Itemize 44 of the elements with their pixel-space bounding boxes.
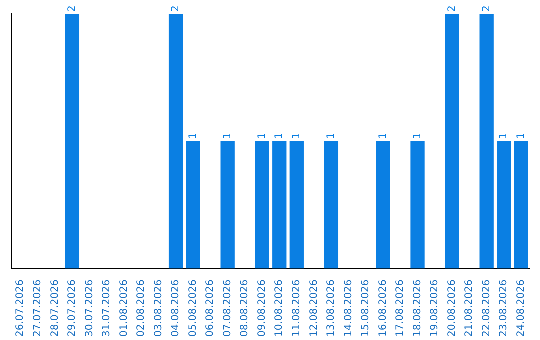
x-tick-label: 24.08.2026 [516, 280, 527, 338]
data-label: 1 [256, 132, 268, 140]
x-tick-label: 03.08.2026 [153, 280, 164, 338]
x-tick-label: 27.07.2026 [32, 280, 44, 338]
x-tick-label: 13.08.2026 [326, 280, 338, 338]
x-tick-label: 30.07.2026 [84, 280, 96, 338]
x-tick-label: 11.08.2026 [291, 280, 302, 338]
x-tick-label: 05.08.2026 [188, 280, 199, 338]
x-tick-label: 09.08.2026 [256, 280, 268, 338]
x-tick-label: 18.08.2026 [412, 280, 424, 338]
data-label: 1 [274, 132, 286, 140]
x-tick-label: 14.08.2026 [343, 280, 354, 338]
x-tick-label: 21.08.2026 [464, 280, 476, 338]
x-tick-label: 31.07.2026 [102, 280, 113, 338]
x-tick-label: 22.08.2026 [481, 280, 492, 338]
x-tick-label: 07.08.2026 [222, 280, 234, 338]
data-label: 1 [412, 132, 424, 140]
x-tick-label: 20.08.2026 [446, 280, 458, 338]
data-label: 2 [170, 6, 182, 12]
x-tick-label: 26.07.2026 [15, 280, 26, 338]
data-label: 1 [326, 132, 338, 140]
x-tick-label: 04.08.2026 [170, 280, 182, 338]
x-tick-label: 17.08.2026 [395, 280, 406, 338]
x-tick-label: 06.08.2026 [205, 280, 216, 338]
x-tick-label: 01.08.2026 [118, 280, 130, 338]
data-label: 1 [498, 132, 510, 140]
data-label: 1 [516, 132, 527, 140]
x-tick-label: 15.08.2026 [360, 280, 372, 338]
x-tick-label: 10.08.2026 [274, 280, 286, 338]
data-label: 1 [378, 132, 389, 140]
x-tick-label: 19.08.2026 [430, 280, 441, 338]
data-label: 1 [291, 132, 302, 140]
data-label: 2 [481, 6, 492, 12]
data-label: 2 [446, 6, 458, 12]
x-tick-label: 23.08.2026 [498, 280, 510, 338]
data-label: 2 [67, 6, 78, 12]
data-label: 1 [222, 132, 234, 140]
x-tick-label: 29.07.2026 [67, 280, 78, 338]
x-tick-label: 16.08.2026 [378, 280, 389, 338]
data-label: 1 [188, 132, 199, 140]
x-tick-label: 08.08.2026 [240, 280, 251, 338]
x-tick-label: 28.07.2026 [50, 280, 61, 338]
x-tick-label: 12.08.2026 [308, 280, 320, 338]
x-tick-label: 02.08.2026 [136, 280, 148, 338]
